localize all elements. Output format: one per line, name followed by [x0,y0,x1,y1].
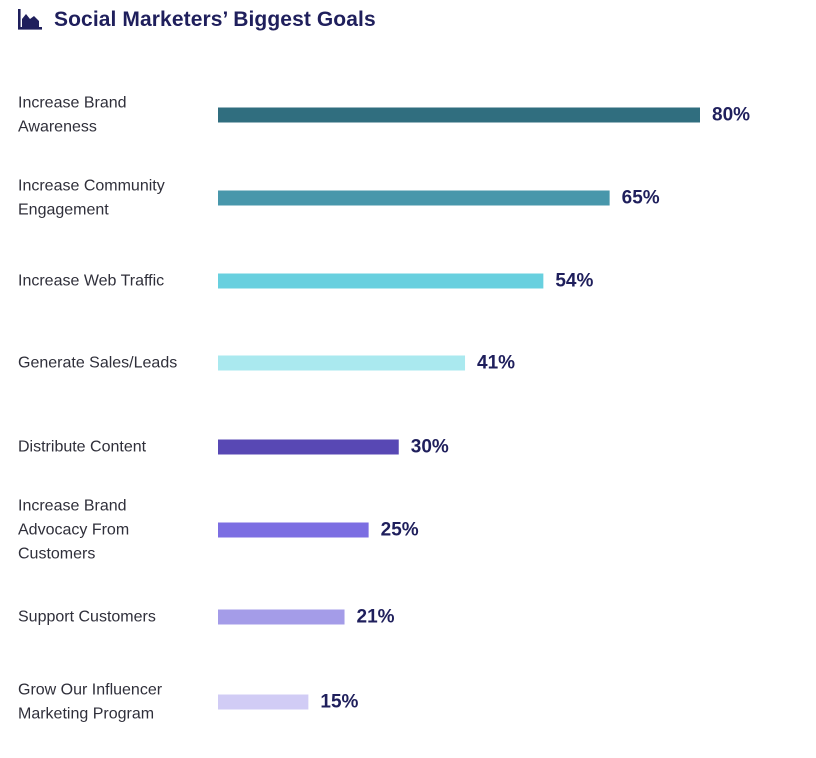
bar [218,190,610,206]
value-label: 25% [381,520,419,541]
category-label: Grow Our Influencer Marketing Program [18,682,163,723]
value-label: 41% [477,353,515,374]
area-chart-icon [18,9,42,30]
bar [218,107,700,123]
category-label: Increase Brand Advocacy From Customers [18,498,129,563]
value-label: 21% [357,607,395,628]
bar [218,694,309,710]
value-label: 65% [622,188,660,209]
bar [218,273,544,289]
value-label: 30% [411,437,449,458]
value-label: 80% [712,105,750,126]
category-label: Support Customers [18,609,156,626]
value-label: 15% [320,692,358,713]
bar [218,439,399,455]
category-label: Generate Sales/Leads [18,355,177,372]
category-label: Increase Web Traffic [18,273,164,290]
category-label: Increase Brand Awareness [18,95,127,136]
bar [218,355,466,371]
bar [218,609,345,625]
category-label: Distribute Content [18,439,147,456]
category-label: Increase Community Engagement [18,178,165,219]
chart-header: Social Marketers’ Biggest Goals [18,8,376,32]
chart-title: Social Marketers’ Biggest Goals [54,8,376,31]
bar [218,522,369,538]
value-label: 54% [555,271,593,292]
